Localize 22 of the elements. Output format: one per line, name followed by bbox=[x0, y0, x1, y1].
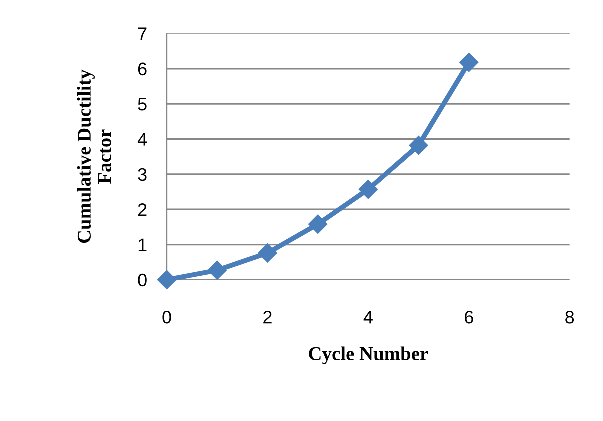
point bbox=[409, 136, 428, 156]
point bbox=[460, 52, 479, 72]
y-tick-label: 4 bbox=[138, 133, 148, 146]
point bbox=[208, 260, 227, 280]
y-tick-label: 0 bbox=[138, 274, 147, 287]
point bbox=[308, 214, 328, 234]
point bbox=[258, 244, 278, 263]
y-tick-label: 2 bbox=[138, 204, 147, 216]
y-tick-label: 5 bbox=[138, 98, 147, 111]
x-axis-title: Cycle Number bbox=[309, 346, 428, 364]
y-tick-label: 1 bbox=[138, 238, 147, 252]
x-tick-label: 0 bbox=[162, 310, 172, 324]
x-tick-label: 4 bbox=[364, 311, 373, 324]
y-tick-label: 3 bbox=[138, 168, 147, 182]
point bbox=[358, 180, 378, 200]
point bbox=[157, 270, 177, 290]
y-axis-title: Cumulative Ductility Factor bbox=[77, 70, 112, 244]
y-tick-label: 7 bbox=[138, 28, 147, 40]
y-tick-label: 6 bbox=[138, 62, 147, 76]
x-tick-label: 2 bbox=[264, 310, 272, 324]
x-tick-label: 8 bbox=[566, 310, 574, 324]
x-tick-label: 6 bbox=[465, 310, 474, 324]
